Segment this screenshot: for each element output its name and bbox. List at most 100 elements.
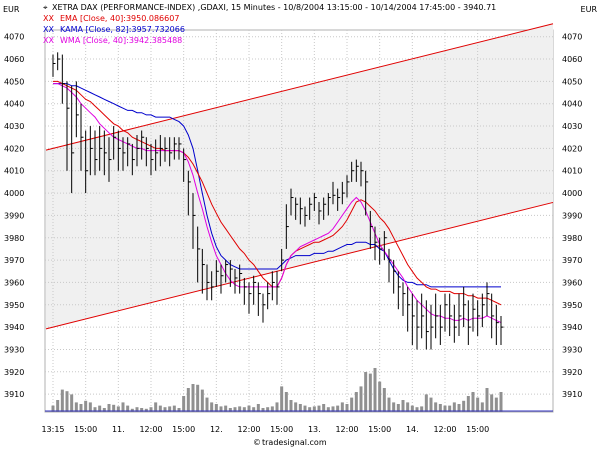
volume-bar (280, 386, 284, 412)
watermark-text: tradesignal.com (262, 438, 327, 447)
volume-bar (205, 397, 209, 412)
volume-bar (266, 407, 270, 412)
y-tick-label-right: 4030 (562, 122, 582, 131)
volume-bar (494, 397, 498, 412)
volume-bar (434, 402, 438, 412)
x-tick-label: 12:00 (237, 425, 260, 434)
x-tick-label: 15:00 (466, 425, 489, 434)
legend-label-ema: EMA [Close, 40]:3950.086607 (60, 14, 179, 23)
y-tick-label-left: 4020 (4, 144, 24, 153)
channel-upper-line (45, 23, 554, 151)
volume-bar (392, 402, 396, 412)
volume-bar (200, 389, 204, 412)
volume-bar (261, 408, 265, 412)
y-tick-label-right: 4020 (562, 144, 582, 153)
volume-bar (326, 407, 330, 412)
y-tick-label-left: 3920 (4, 368, 24, 377)
x-tick-label: 13. (308, 425, 321, 434)
x-tick-label: 13:15 (41, 425, 64, 434)
volume-bar (270, 406, 274, 412)
y-axis-labels-right: 3910 3920 3930 3940 3950 3960 3970 3980 3990 4000… (562, 33, 582, 399)
volume-bar (303, 405, 307, 412)
volume-bar (499, 392, 503, 412)
volume-bar (457, 404, 461, 412)
y-tick-label-right: 4000 (562, 189, 582, 198)
volume-bar (168, 406, 172, 412)
y-tick-label-right: 3970 (562, 256, 582, 265)
volume-bar (256, 404, 260, 412)
y-tick-label-right: 3990 (562, 211, 582, 220)
y-tick-label-left: 4060 (4, 55, 24, 64)
volume-bar (84, 400, 88, 412)
volume-bar (135, 407, 139, 412)
watermark: © tradesignal.com (253, 438, 327, 447)
y-tick-label-right: 3960 (562, 278, 582, 287)
x-tick-label: 12. (210, 425, 223, 434)
volume-bar (93, 407, 97, 412)
x-tick-label: 12:00 (433, 425, 456, 434)
volume-bar (415, 407, 419, 412)
volume-bar (247, 405, 251, 412)
volume-bar (396, 404, 400, 412)
kama-line (53, 83, 501, 288)
volume-bar (219, 406, 223, 412)
volume-bar (452, 402, 456, 412)
volume-bar (294, 402, 298, 412)
volume-bar (121, 402, 125, 412)
legend-label-wma: WMA [Close, 40]:3942.385488 (60, 36, 182, 45)
x-axis-labels: 13:15 15:00 11. 12:00 15:00 12. 12:00 15:00 13. 1… (41, 425, 489, 434)
legend-marker-ema: XX (43, 14, 54, 23)
volume-bar (354, 392, 358, 412)
legend: XX EMA [Close, 40]:3950.086607 XX KAMA [… (43, 14, 185, 45)
x-tick-label: 15:00 (368, 425, 391, 434)
volume-bar (364, 372, 368, 412)
volume-bar (340, 402, 344, 412)
y-tick-label-right: 3940 (562, 323, 582, 332)
volume-bar (420, 406, 424, 412)
volume-bar (144, 408, 148, 412)
volume-bar (480, 402, 484, 412)
volume-bar (490, 394, 494, 412)
volume-bar (56, 400, 60, 412)
volume-bar (60, 389, 64, 412)
y-tick-label-left: 3960 (4, 278, 24, 287)
channel-lower-line (45, 201, 554, 330)
volume-bar (368, 373, 372, 412)
volume-bar (275, 402, 279, 412)
volume-bar (322, 404, 326, 412)
volume-bar (485, 388, 489, 412)
chart-title: XETRA DAX (PERFORMANCE-INDEX) ,GDAXI, 15… (52, 3, 496, 12)
volume-bar (373, 368, 377, 412)
volume-bar (331, 406, 335, 412)
volume-bar (98, 405, 102, 412)
volume-bar (308, 407, 312, 412)
volume-bar (350, 397, 354, 412)
volume-bar (242, 407, 246, 412)
volume-bar (238, 406, 242, 412)
y-tick-label-right: 4050 (562, 77, 582, 86)
volume-bar (214, 404, 218, 412)
volume-bar (163, 407, 167, 412)
x-tick-label: 12:00 (139, 425, 162, 434)
x-tick-label: 15:00 (172, 425, 195, 434)
y-tick-label-right: 4060 (562, 55, 582, 64)
volume-bar (210, 402, 214, 412)
y-axis-labels-left: 3910 3920 3930 3940 3950 3960 3970 3980 3990 4000… (4, 33, 24, 399)
x-tick-label: 12:00 (335, 425, 358, 434)
legend-marker-wma: XX (43, 36, 54, 45)
y-tick-label-left: 3940 (4, 323, 24, 332)
volume-bar (382, 388, 386, 412)
volume-bar (228, 408, 232, 412)
y-tick-label-left: 4070 (4, 33, 24, 42)
volume-bar (102, 408, 106, 412)
legend-label-kama: KAMA [Close, 82]:3957.732066 (60, 25, 185, 34)
volume-bar (65, 391, 69, 412)
y-tick-label-left: 3970 (4, 256, 24, 265)
copyright-icon: © (253, 438, 261, 447)
volume-bar (448, 405, 452, 412)
y-tick-label-left: 3910 (4, 390, 24, 399)
volume-bar (312, 406, 316, 412)
x-tick-label: 11. (112, 425, 125, 434)
y-tick-label-right: 3930 (562, 345, 582, 354)
